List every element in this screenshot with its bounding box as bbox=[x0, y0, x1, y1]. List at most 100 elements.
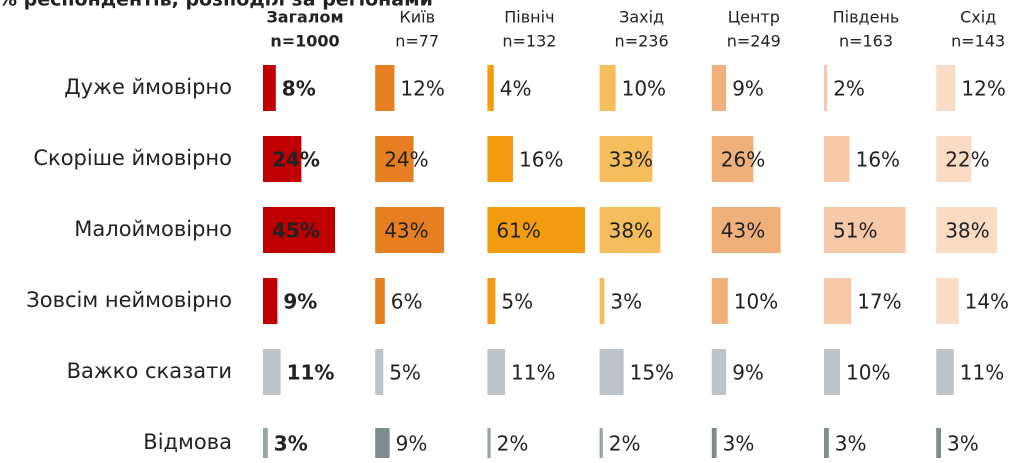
bar bbox=[487, 278, 496, 324]
value-label: 12% bbox=[400, 77, 444, 101]
value-label: 3% bbox=[274, 432, 308, 456]
bar bbox=[487, 428, 491, 458]
bar bbox=[487, 207, 585, 253]
value-label: 10% bbox=[846, 361, 890, 385]
bar bbox=[599, 428, 603, 458]
bar bbox=[936, 136, 972, 182]
value-label: 22% bbox=[945, 148, 989, 172]
value-label: 2% bbox=[833, 77, 865, 101]
row-label: Відмова bbox=[143, 430, 232, 454]
value-label: 9% bbox=[396, 432, 428, 456]
bar bbox=[824, 136, 850, 182]
value-label: 24% bbox=[272, 148, 320, 172]
column-n: n=77 bbox=[395, 32, 439, 51]
bar bbox=[375, 278, 385, 324]
value-label: 16% bbox=[856, 148, 900, 172]
column-header: Захід bbox=[619, 8, 664, 27]
bar bbox=[599, 278, 605, 324]
value-label: 38% bbox=[609, 219, 653, 243]
bar bbox=[936, 207, 997, 253]
bar bbox=[936, 65, 956, 111]
bar bbox=[487, 65, 494, 111]
bar bbox=[599, 207, 661, 253]
row-label: Дуже ймовірно bbox=[64, 75, 232, 99]
value-label: 15% bbox=[630, 361, 674, 385]
bar bbox=[936, 278, 959, 324]
bar bbox=[824, 207, 906, 253]
value-label: 9% bbox=[732, 361, 764, 385]
bar bbox=[263, 349, 281, 395]
bar bbox=[375, 65, 395, 111]
bar bbox=[375, 136, 414, 182]
value-label: 45% bbox=[272, 219, 320, 243]
bar bbox=[263, 207, 335, 253]
value-label: 11% bbox=[287, 361, 335, 385]
value-label: 4% bbox=[500, 77, 532, 101]
bar bbox=[263, 278, 278, 324]
bar bbox=[711, 136, 754, 182]
bar bbox=[263, 428, 268, 458]
chart-title: % респондентів, розподіл за регіонами bbox=[0, 0, 433, 11]
row-label: Важко сказати bbox=[67, 359, 232, 383]
value-label: 16% bbox=[519, 148, 563, 172]
value-label: 11% bbox=[511, 361, 555, 385]
value-label: 5% bbox=[389, 361, 421, 385]
value-label: 3% bbox=[947, 432, 979, 456]
value-label: 11% bbox=[960, 361, 1004, 385]
value-label: 17% bbox=[857, 290, 901, 314]
column-n: n=143 bbox=[951, 32, 1005, 51]
row-label: Малоймовірно bbox=[74, 217, 232, 241]
value-label: 43% bbox=[384, 219, 428, 243]
bar bbox=[487, 136, 513, 182]
column-header: Північ bbox=[504, 8, 554, 27]
bar bbox=[711, 428, 717, 458]
value-label: 9% bbox=[732, 77, 764, 101]
bar bbox=[711, 207, 781, 253]
bar bbox=[375, 349, 384, 395]
column-header: Схід bbox=[960, 8, 996, 27]
bar bbox=[487, 349, 505, 395]
value-label: 12% bbox=[961, 77, 1005, 101]
column-header: Київ bbox=[399, 8, 435, 27]
value-label: 5% bbox=[501, 290, 533, 314]
bar bbox=[375, 428, 390, 458]
column-n: n=1000 bbox=[270, 32, 339, 51]
bar bbox=[936, 349, 954, 395]
value-label: 9% bbox=[283, 290, 317, 314]
column-n: n=163 bbox=[839, 32, 893, 51]
value-label: 38% bbox=[945, 219, 989, 243]
bar bbox=[599, 349, 624, 395]
value-label: 3% bbox=[835, 432, 867, 456]
row-label: Скоріше ймовірно bbox=[33, 146, 232, 170]
value-label: 3% bbox=[723, 432, 755, 456]
bar bbox=[824, 349, 840, 395]
bar bbox=[263, 65, 276, 111]
value-label: 24% bbox=[384, 148, 428, 172]
column-header: Центр bbox=[728, 8, 780, 27]
value-label: 10% bbox=[622, 77, 666, 101]
value-label: 61% bbox=[496, 219, 540, 243]
value-label: 43% bbox=[721, 219, 765, 243]
bar bbox=[936, 428, 941, 458]
column-n: n=249 bbox=[727, 32, 781, 51]
column-n: n=132 bbox=[502, 32, 556, 51]
value-label: 14% bbox=[965, 290, 1009, 314]
bar bbox=[599, 136, 653, 182]
column-header: Загалом bbox=[266, 8, 343, 27]
row-label: Зовсім неймовірно bbox=[26, 288, 232, 312]
bar bbox=[711, 349, 727, 395]
bar bbox=[375, 207, 444, 253]
column-header: Південь bbox=[833, 8, 900, 27]
bar bbox=[711, 278, 728, 324]
value-label: 10% bbox=[734, 290, 778, 314]
value-label: 3% bbox=[610, 290, 642, 314]
bar bbox=[263, 136, 302, 182]
value-label: 26% bbox=[721, 148, 765, 172]
column-n: n=236 bbox=[615, 32, 669, 51]
bar bbox=[824, 278, 852, 324]
bar bbox=[711, 65, 727, 111]
value-label: 2% bbox=[609, 432, 641, 456]
value-label: 6% bbox=[391, 290, 423, 314]
